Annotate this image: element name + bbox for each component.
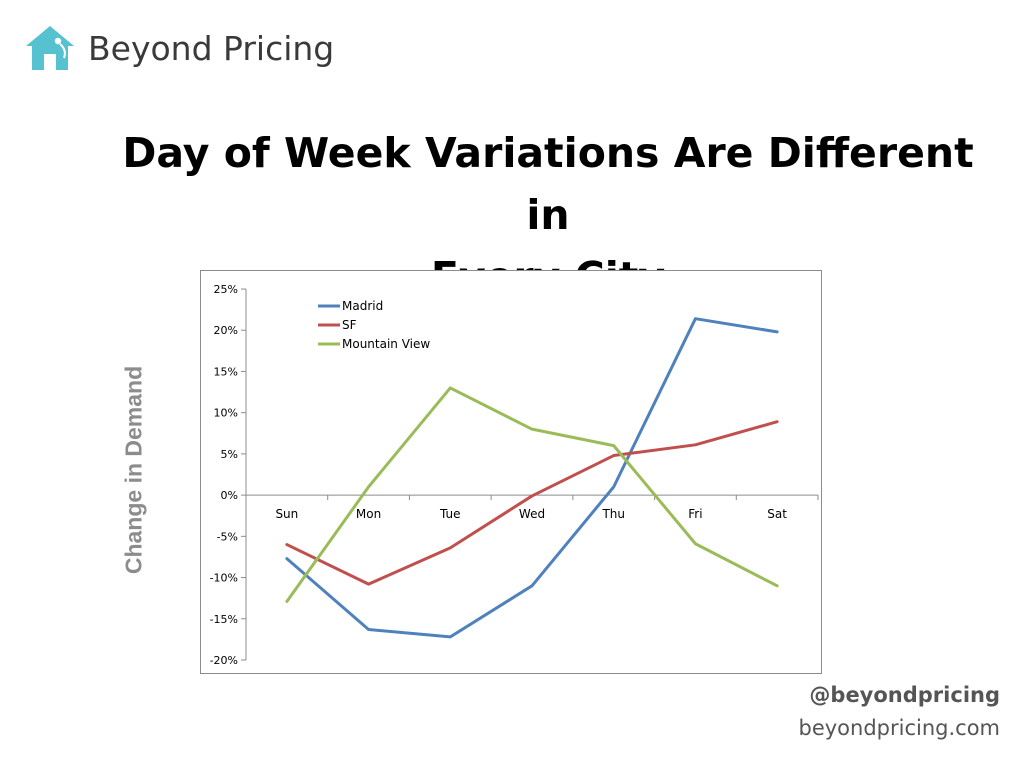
y-tick-label: -15%: [210, 613, 238, 626]
legend-label: Madrid: [342, 299, 383, 313]
y-tick-label: -10%: [210, 572, 238, 585]
y-tick-label: 25%: [214, 283, 238, 296]
y-tick-label: -5%: [217, 530, 238, 543]
slide-title-line-1: Day of Week Variations Are Different in: [122, 129, 974, 239]
brand-name: Beyond Pricing: [88, 28, 335, 68]
x-tick-label: Sat: [767, 507, 787, 521]
series-line-madrid: [285, 317, 779, 639]
y-tick-label: 5%: [221, 448, 238, 461]
chart-border: [200, 270, 822, 674]
brand-logo[interactable]: Beyond Pricing: [22, 20, 334, 76]
legend-label: SF: [342, 318, 357, 332]
x-tick-label: Sun: [275, 507, 298, 521]
series-line-sf: [285, 420, 779, 586]
line-chart: 25% 20% 15% 10% 5% 0% -5% -10% -15% -20% Sun Mon Tue…: [200, 270, 822, 674]
y-axis-label-wrap: Change in Demand: [84, 300, 184, 640]
x-tick-label: Tue: [439, 507, 461, 521]
house-tag-icon: [26, 26, 74, 70]
y-tick-label: 15%: [214, 365, 238, 378]
y-tick-label: 20%: [214, 324, 238, 337]
x-tick-label: Mon: [356, 507, 381, 521]
twitter-handle[interactable]: @beyondpricing: [809, 683, 1000, 707]
y-tick-label: 10%: [214, 407, 238, 420]
x-tick-label: Fri: [688, 507, 702, 521]
y-tick-label: -20%: [210, 654, 238, 667]
x-tick-label: Wed: [519, 507, 545, 521]
y-axis-label: Change in Demand: [120, 365, 147, 575]
y-tick-label: 0%: [221, 489, 238, 502]
website-link[interactable]: beyondpricing.com: [798, 716, 1000, 740]
series-line-mountain-view: [285, 386, 779, 603]
legend-label: Mountain View: [342, 337, 430, 351]
x-tick-label: Thu: [601, 507, 625, 521]
